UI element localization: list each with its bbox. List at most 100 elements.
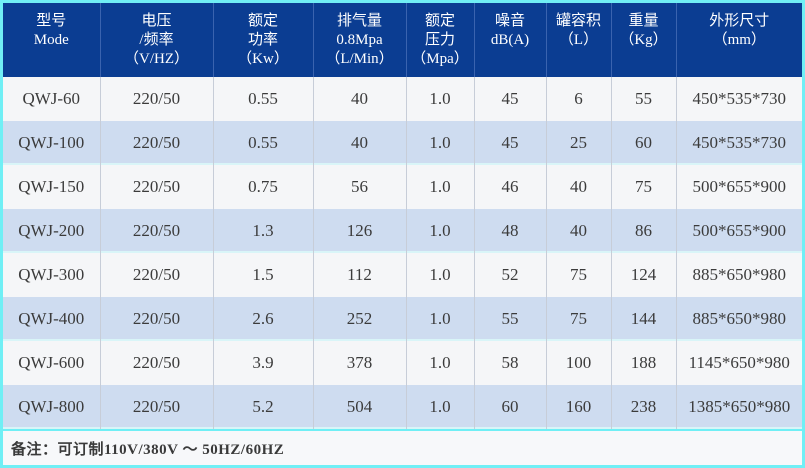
- cell-weight: 86: [611, 209, 677, 253]
- header-line: 罐容积: [555, 13, 601, 29]
- cell-rated-power: 2.6: [213, 297, 314, 341]
- header-weight: 重量 （Kg）: [611, 3, 677, 77]
- cell-noise: 58: [474, 341, 547, 385]
- table-row-qwj-100: QWJ-100 220/50 0.55 40 1.0 45 25 60 450*535*730: [3, 121, 802, 165]
- spec-table: 型号 Mode 电压/频率 （V/HZ） 额定功率 （Kw） 排气量 0.8Mpa （L/Min…: [3, 3, 802, 429]
- cell-displacement: 56: [313, 165, 407, 209]
- cell-rated-power: 5.2: [213, 385, 314, 429]
- cell-noise: 45: [474, 77, 547, 121]
- cell-displacement: 126: [313, 209, 407, 253]
- header-line: 型号: [36, 13, 67, 29]
- header-dimensions: 外形尺寸 （mm）: [676, 3, 802, 77]
- header-line: 压力: [424, 32, 455, 49]
- table-row-qwj-800: QWJ-800 220/50 5.2 504 1.0 60 160 238 1385*650*9…: [3, 385, 802, 429]
- cell-voltage: 220/50: [100, 77, 214, 121]
- cell-model: QWJ-600: [3, 341, 101, 385]
- footer-note-bar: 备注：可订制110V/380V ～ 50HZ/60HZ: [3, 429, 802, 465]
- cell-weight: 144: [611, 297, 677, 341]
- header-line: 额定: [424, 13, 455, 29]
- table-row-qwj-200: QWJ-200 220/50 1.3 126 1.0 48 40 86 500*655*900: [3, 209, 802, 253]
- cell-rated-power: 0.55: [213, 121, 314, 165]
- header-line: 额定: [247, 13, 278, 29]
- cell-noise: 52: [474, 253, 547, 297]
- cell-rated-pressure: 1.0: [406, 121, 475, 165]
- cell-displacement: 378: [313, 341, 407, 385]
- cell-model: QWJ-150: [3, 165, 101, 209]
- cell-noise: 46: [474, 165, 547, 209]
- header-rated-pressure: 额定压力 （Mpa）: [406, 3, 475, 77]
- cell-rated-power: 1.3: [213, 209, 314, 253]
- header-rated-power: 额定功率 （Kw）: [213, 3, 314, 77]
- header-line: （L/Min）: [325, 51, 394, 68]
- header-line: 排气量: [336, 13, 382, 29]
- table-row-qwj-150: QWJ-150 220/50 0.75 56 1.0 46 40 75 500*655*900: [3, 165, 802, 209]
- cell-voltage: 220/50: [100, 385, 214, 429]
- cell-rated-pressure: 1.0: [406, 165, 475, 209]
- cell-displacement: 112: [313, 253, 407, 297]
- cell-weight: 124: [611, 253, 677, 297]
- header-line: 重量: [628, 13, 659, 29]
- cell-tank-volume: 75: [546, 253, 612, 297]
- cell-dimensions: 450*535*730: [676, 77, 802, 121]
- header-line: （Kw）: [237, 51, 289, 68]
- header-line: 外形尺寸: [709, 13, 770, 29]
- cell-dimensions: 450*535*730: [676, 121, 802, 165]
- cell-weight: 55: [611, 77, 677, 121]
- header-line: （Mpa）: [411, 51, 469, 68]
- cell-rated-pressure: 1.0: [406, 341, 475, 385]
- header-line: （V/HZ）: [124, 51, 189, 68]
- cell-tank-volume: 6: [546, 77, 612, 121]
- cell-rated-power: 0.75: [213, 165, 314, 209]
- cell-voltage: 220/50: [100, 253, 214, 297]
- table-row-qwj-600: QWJ-600 220/50 3.9 378 1.0 58 100 188 1145*650*9…: [3, 341, 802, 385]
- footer-note: 备注：可订制110V/380V ～ 50HZ/60HZ: [11, 441, 285, 458]
- header-voltage: 电压/频率 （V/HZ）: [100, 3, 214, 77]
- cell-tank-volume: 40: [546, 209, 612, 253]
- cell-rated-pressure: 1.0: [406, 253, 475, 297]
- cell-dimensions: 885*650*980: [676, 253, 802, 297]
- cell-rated-power: 0.55: [213, 77, 314, 121]
- cell-displacement: 504: [313, 385, 407, 429]
- cell-rated-pressure: 1.0: [406, 297, 475, 341]
- header-line: 功率: [247, 32, 278, 49]
- cell-dimensions: 1385*650*980: [676, 385, 802, 429]
- header-noise: 噪音 dB(A): [474, 3, 547, 77]
- cell-voltage: 220/50: [100, 121, 214, 165]
- cell-tank-volume: 160: [546, 385, 612, 429]
- cell-rated-pressure: 1.0: [406, 209, 475, 253]
- cell-model: QWJ-300: [3, 253, 101, 297]
- cell-voltage: 220/50: [100, 209, 214, 253]
- cell-noise: 60: [474, 385, 547, 429]
- cell-weight: 75: [611, 165, 677, 209]
- cell-voltage: 220/50: [100, 341, 214, 385]
- header-line: 噪音: [494, 13, 525, 29]
- cell-model: QWJ-400: [3, 297, 101, 341]
- header-displacement: 排气量 0.8Mpa （L/Min）: [313, 3, 407, 77]
- cell-rated-power: 3.9: [213, 341, 314, 385]
- cell-rated-power: 1.5: [213, 253, 314, 297]
- cell-voltage: 220/50: [100, 165, 214, 209]
- cell-noise: 55: [474, 297, 547, 341]
- cell-tank-volume: 25: [546, 121, 612, 165]
- header-model: 型号 Mode: [3, 3, 101, 77]
- cell-displacement: 40: [313, 121, 407, 165]
- header-line: （L）: [558, 32, 599, 49]
- cell-noise: 45: [474, 121, 547, 165]
- table-row-qwj-60: QWJ-60 220/50 0.55 40 1.0 45 6 55 450*535*730: [3, 77, 802, 121]
- cell-model: QWJ-800: [3, 385, 101, 429]
- header-line: /频率: [139, 32, 174, 49]
- header-line: dB(A): [490, 32, 530, 49]
- cell-model: QWJ-100: [3, 121, 101, 165]
- cell-tank-volume: 75: [546, 297, 612, 341]
- table-row-qwj-400: QWJ-400 220/50 2.6 252 1.0 55 75 144 885*650*980: [3, 297, 802, 341]
- cell-weight: 188: [611, 341, 677, 385]
- cell-displacement: 252: [313, 297, 407, 341]
- table-row-qwj-300: QWJ-300 220/50 1.5 112 1.0 52 75 124 885*650*980: [3, 253, 802, 297]
- cell-model: QWJ-200: [3, 209, 101, 253]
- header-line: 电压: [141, 13, 172, 29]
- header-tank-volume: 罐容积 （L）: [546, 3, 612, 77]
- cell-weight: 60: [611, 121, 677, 165]
- table-header-row: 型号 Mode 电压/频率 （V/HZ） 额定功率 （Kw） 排气量 0.8Mpa （L/Min…: [3, 3, 802, 77]
- cell-dimensions: 1145*650*980: [676, 341, 802, 385]
